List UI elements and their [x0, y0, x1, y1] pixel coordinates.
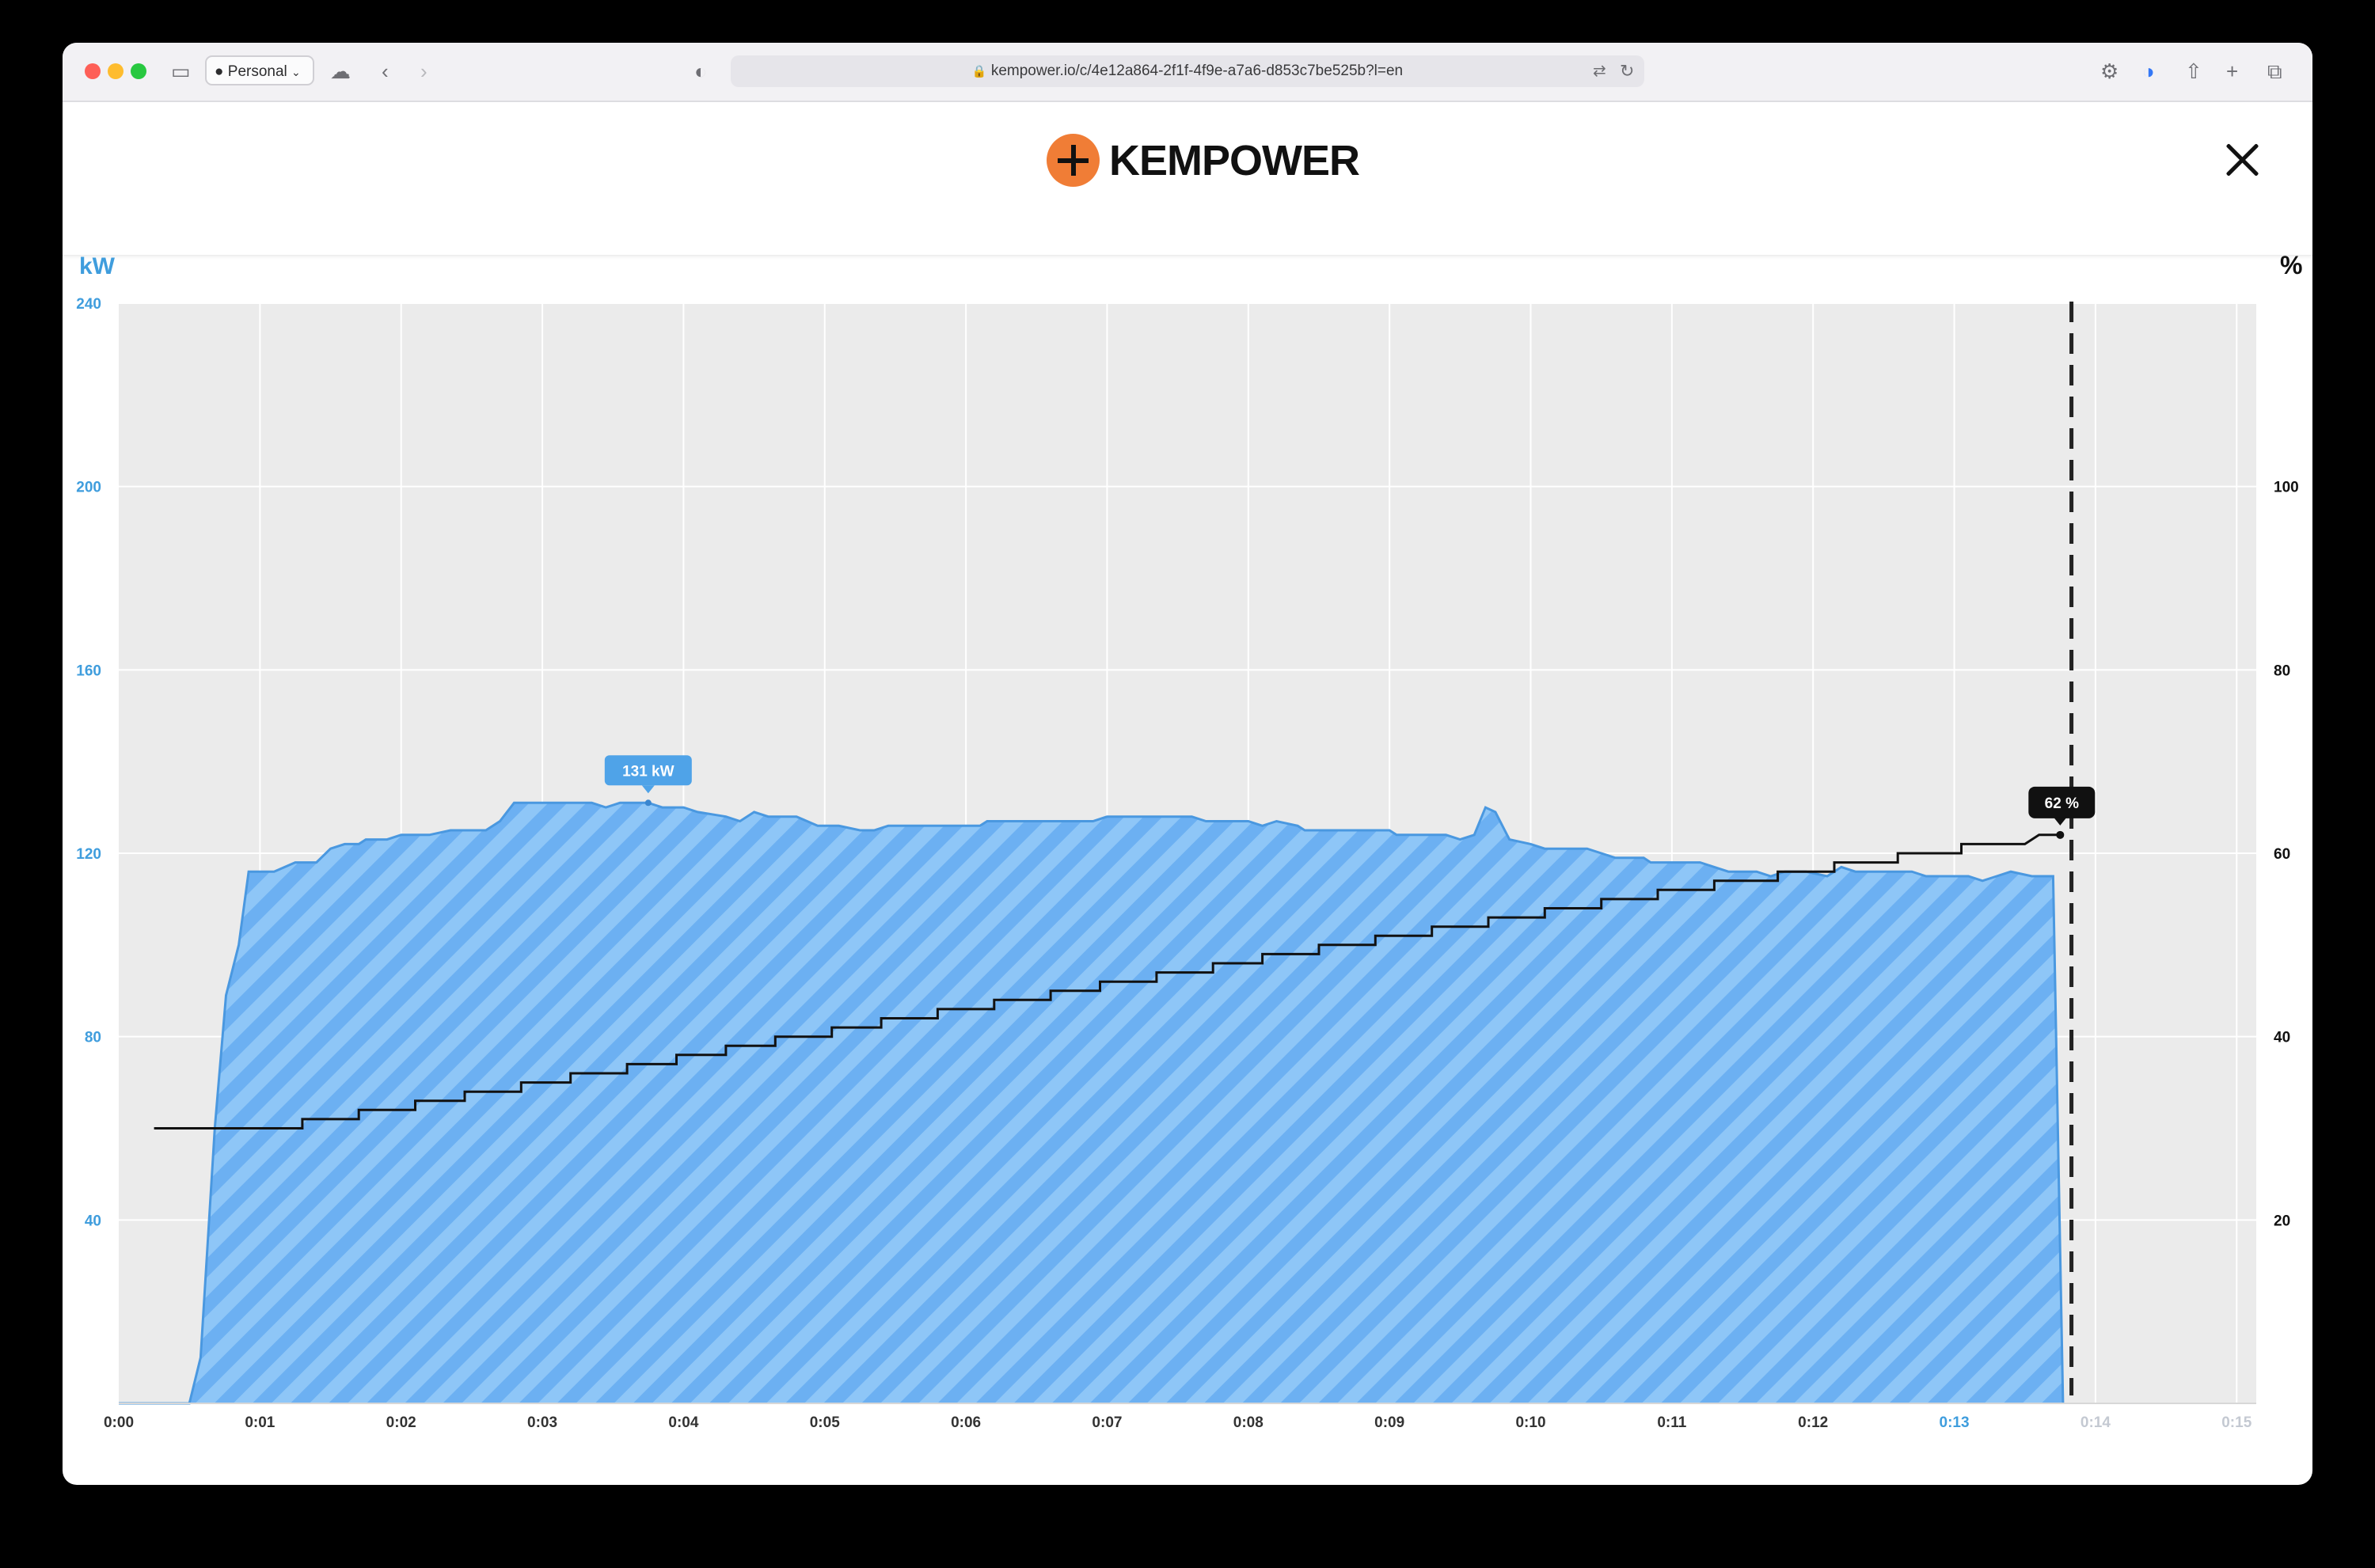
right-axis-tick-label: 80 [2274, 663, 2290, 679]
right-axis-tick-label: 60 [2274, 846, 2290, 863]
close-window-button[interactable] [85, 63, 101, 79]
extension-icon[interactable]: ◑ [2142, 59, 2155, 83]
x-axis-tick-label: 0:04 [668, 1414, 698, 1431]
browser-toolbar: ▭ ● Personal ⌄ ☁ ‹ › ◐ 🔒 kempower.io/c/4… [63, 43, 2312, 102]
minimize-window-button[interactable] [108, 63, 124, 79]
x-axis-tick-label: 0:00 [104, 1414, 134, 1431]
power-tooltip-pointer [641, 785, 655, 794]
address-bar[interactable]: 🔒 kempower.io/c/4e12a864-2f1f-4f9e-a7a6-… [731, 55, 1644, 87]
new-tab-icon[interactable]: + [2226, 59, 2239, 83]
x-axis-tick-label: 0:10 [1515, 1414, 1545, 1431]
kempower-logo-icon [1047, 134, 1100, 187]
reload-icon[interactable]: ↻ [1620, 61, 1635, 81]
x-axis-tick-label: 0:08 [1233, 1414, 1264, 1431]
right-axis-tick-label: 20 [2274, 1213, 2290, 1229]
soc-line [154, 833, 2061, 1129]
chevron-down-icon: ⌄ [291, 66, 301, 78]
left-axis-tick-label: 40 [85, 1213, 101, 1229]
power-area [119, 803, 2063, 1403]
translate-icon[interactable]: ⇄ [1593, 63, 1606, 80]
lock-icon: 🔒 [971, 65, 987, 78]
person-icon: ● [215, 63, 224, 80]
left-axis-tick-label: 200 [76, 480, 101, 496]
soc-tooltip-point [2056, 830, 2065, 839]
shield-icon[interactable]: ◐ [694, 59, 707, 83]
logo-text: KEMPOWER [1109, 137, 1360, 184]
power-tooltip-box [604, 755, 692, 786]
x-axis-tick-label: 0:05 [810, 1414, 840, 1431]
soc-tooltip-pointer [2054, 817, 2067, 826]
x-axis-tick-label: 0:12 [1798, 1414, 1828, 1431]
back-icon[interactable]: ‹ [382, 59, 389, 83]
gear-icon[interactable]: ⚙ [2100, 59, 2119, 83]
right-axis-unit: % [2280, 251, 2302, 279]
right-axis-tick-label: 100 [2274, 480, 2299, 496]
x-axis-tick-label: 0:09 [1374, 1414, 1404, 1431]
tabs-overview-icon[interactable]: ⧉ [2267, 59, 2282, 83]
x-axis-tick-label: 0:03 [527, 1414, 557, 1431]
x-axis-tick-label: 0:15 [2221, 1414, 2252, 1431]
x-axis-tick-label: 0:11 [1657, 1414, 1686, 1431]
forward-icon[interactable]: › [420, 59, 428, 83]
cloud-icon[interactable]: ☁ [330, 59, 351, 83]
x-axis-tick-label: 0:02 [386, 1414, 416, 1431]
x-axis-tick-label: 0:06 [951, 1414, 981, 1431]
zoom-window-button[interactable] [131, 63, 146, 79]
x-axis-tick-label: 0:14 [2080, 1414, 2111, 1431]
soc-tooltip-label: 62 % [2045, 795, 2079, 812]
left-axis-tick-label: 80 [85, 1030, 101, 1046]
sidebar-icon[interactable]: ▭ [171, 59, 191, 83]
power-tooltip-point [644, 799, 652, 807]
left-axis-tick-label: 240 [76, 296, 101, 313]
profile-label: Personal [227, 63, 287, 80]
left-axis-tick-label: 160 [76, 663, 101, 679]
x-axis-tick-label: 0:13 [1940, 1414, 1970, 1431]
profile-selector[interactable]: ● Personal ⌄ [205, 55, 314, 85]
power-tooltip-label: 131 kW [622, 763, 674, 780]
left-axis-unit: kW [79, 253, 116, 279]
share-icon[interactable]: ⇧ [2185, 59, 2202, 83]
left-axis-tick-label: 120 [76, 846, 101, 863]
x-axis-tick-label: 0:01 [245, 1414, 275, 1431]
site-header: KEMPOWER [63, 102, 2312, 256]
x-axis-tick-label: 0:07 [1092, 1414, 1122, 1431]
right-axis-tick-label: 40 [2274, 1030, 2290, 1046]
soc-tooltip-box [2028, 786, 2096, 818]
url-text: kempower.io/c/4e12a864-2f1f-4f9e-a7a6-d8… [990, 63, 1404, 79]
